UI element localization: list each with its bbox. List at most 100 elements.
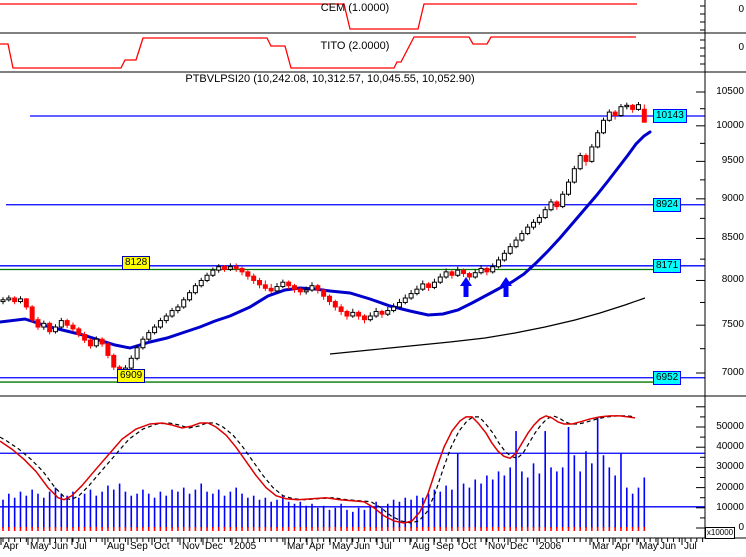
candle-body — [391, 306, 397, 312]
main-title: PTBVLPSI20 (10,242.08, 10,312.57, 10,045… — [185, 73, 475, 85]
candle-body — [589, 146, 595, 162]
y-tick-label: 9500 — [721, 155, 744, 167]
candle-body — [303, 289, 309, 293]
price-tag[interactable]: 10143 — [653, 108, 687, 123]
price-tag[interactable]: 8924 — [653, 197, 682, 212]
month-label: Nov — [182, 541, 200, 552]
month-label: Dec — [205, 541, 223, 552]
candle-body — [531, 221, 537, 228]
tito-line — [0, 36, 636, 69]
candle-body — [624, 104, 630, 108]
month-label: Oct — [461, 541, 477, 552]
candle-body — [192, 285, 198, 294]
candle-body — [198, 279, 204, 287]
candle-body — [606, 111, 612, 121]
price-tag[interactable]: 6909 — [117, 369, 146, 384]
month-label: Dec — [510, 541, 528, 552]
candle-body — [449, 271, 455, 276]
candle-body — [525, 226, 531, 235]
candle-body — [577, 155, 583, 170]
month-label: Apr — [3, 541, 19, 552]
y-tick-label: 10000 — [716, 119, 744, 131]
month-label: Apr — [615, 541, 631, 552]
month-label: May — [639, 541, 658, 552]
candle-body — [373, 310, 379, 317]
candle-body — [595, 132, 601, 148]
candle-body — [23, 298, 29, 308]
month-label: Sep — [130, 541, 148, 552]
candle-body — [292, 285, 297, 290]
y-tick-label: 10000 — [716, 501, 744, 513]
candle-body — [501, 252, 507, 261]
candle-body — [385, 310, 391, 315]
candle-body — [181, 299, 187, 308]
candle-body — [431, 281, 437, 288]
candle-body — [222, 266, 228, 270]
candle-body — [426, 283, 432, 288]
candle-body — [496, 259, 502, 268]
month-label: Oct — [154, 541, 170, 552]
price-tag[interactable]: 8128 — [122, 256, 151, 271]
candle-body — [52, 326, 58, 333]
y-tick-label: 50000 — [716, 421, 744, 432]
month-label: 2005 — [234, 541, 257, 552]
candle-body — [536, 217, 542, 223]
cem-axis-zero-label: 0 — [738, 4, 744, 15]
price-tag[interactable]: 8171 — [653, 258, 682, 273]
candle-body — [111, 354, 117, 368]
candle-body — [163, 315, 169, 322]
candle-body — [262, 284, 268, 289]
month-label: Nov — [488, 541, 506, 552]
candle-body — [210, 269, 216, 276]
tito-axis-zero-label: 0 — [738, 42, 744, 53]
candle-body — [76, 328, 82, 335]
candle-body — [6, 297, 12, 301]
candle-body — [408, 293, 414, 299]
candle-body — [268, 287, 274, 292]
candle-body — [99, 338, 105, 345]
candle-body — [461, 269, 467, 275]
candle-body — [618, 106, 624, 117]
candle-body — [396, 301, 402, 308]
candle-body — [140, 338, 146, 349]
buy-arrow-icon — [460, 277, 472, 297]
candle-body — [600, 119, 606, 134]
candle-body — [274, 286, 280, 292]
candle-body — [507, 246, 513, 254]
ma-blue-line — [0, 130, 652, 350]
price-tag[interactable]: 6952 — [653, 370, 682, 385]
candle-body — [134, 347, 140, 359]
candle-body — [251, 275, 257, 281]
candle-body — [152, 326, 158, 334]
candle-body — [560, 193, 566, 208]
cem-title: CEM (1.0000) — [320, 2, 390, 14]
y-tick-label: 10500 — [716, 86, 744, 97]
candle-body — [356, 311, 362, 317]
candle-body — [571, 168, 577, 183]
candle-body — [472, 272, 478, 278]
candle-body — [519, 233, 525, 241]
month-label: May — [332, 541, 351, 552]
candle-body — [204, 274, 210, 281]
candle-body — [105, 343, 111, 356]
ma-black-line — [329, 297, 646, 355]
candle-body — [175, 306, 181, 312]
candle-body — [484, 267, 490, 273]
volume-scale-box: x10000 — [705, 527, 735, 539]
oscillator-red-line — [0, 415, 636, 524]
oscillator-dashed-line — [0, 415, 636, 524]
month-label: Mar — [592, 541, 610, 552]
candle-body — [93, 338, 99, 347]
cem-line — [0, 3, 637, 30]
tito-title: TITO (2.0000) — [320, 40, 390, 52]
candle-body — [58, 320, 64, 328]
candle-body — [29, 306, 35, 321]
candle-body — [12, 297, 18, 303]
month-label: Jun — [52, 541, 69, 552]
y-tick-label: 7000 — [721, 367, 744, 378]
candle-body — [361, 315, 367, 321]
y-tick-label: 8500 — [721, 232, 744, 244]
candle-body — [548, 201, 554, 211]
candle-body — [297, 288, 303, 293]
